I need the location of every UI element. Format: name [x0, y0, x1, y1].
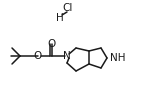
Text: NH: NH — [110, 53, 125, 63]
Text: Cl: Cl — [63, 3, 73, 13]
Text: O: O — [34, 51, 42, 61]
Text: H: H — [56, 13, 64, 23]
Text: N: N — [63, 51, 71, 61]
Text: O: O — [47, 39, 55, 49]
